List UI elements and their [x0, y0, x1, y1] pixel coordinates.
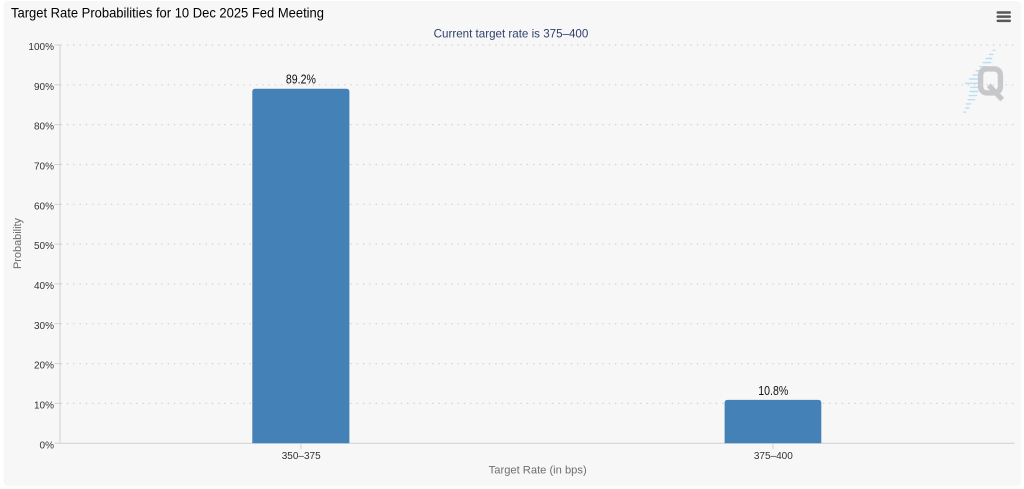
svg-text:10.8%: 10.8%	[758, 383, 788, 398]
svg-text:50%: 50%	[34, 241, 54, 252]
svg-text:0%: 0%	[40, 440, 55, 451]
svg-text:40%: 40%	[34, 281, 54, 292]
svg-text:30%: 30%	[34, 321, 54, 332]
svg-text:60%: 60%	[34, 201, 54, 212]
svg-text:Current target rate is 375–400: Current target rate is 375–400	[434, 27, 589, 40]
svg-text:89.2%: 89.2%	[286, 72, 316, 87]
svg-text:Target Rate (in bps): Target Rate (in bps)	[489, 464, 587, 476]
svg-text:Target Rate Probabilities for: Target Rate Probabilities for 10 Dec 202…	[11, 5, 324, 20]
svg-text:Probability: Probability	[12, 218, 24, 269]
svg-text:90%: 90%	[34, 82, 54, 93]
svg-text:350–375: 350–375	[282, 451, 321, 462]
svg-text:100%: 100%	[28, 42, 54, 53]
svg-text:375–400: 375–400	[754, 451, 793, 462]
svg-text:20%: 20%	[34, 361, 54, 372]
svg-text:70%: 70%	[34, 162, 54, 173]
svg-text:80%: 80%	[34, 122, 54, 133]
svg-text:10%: 10%	[34, 401, 54, 412]
